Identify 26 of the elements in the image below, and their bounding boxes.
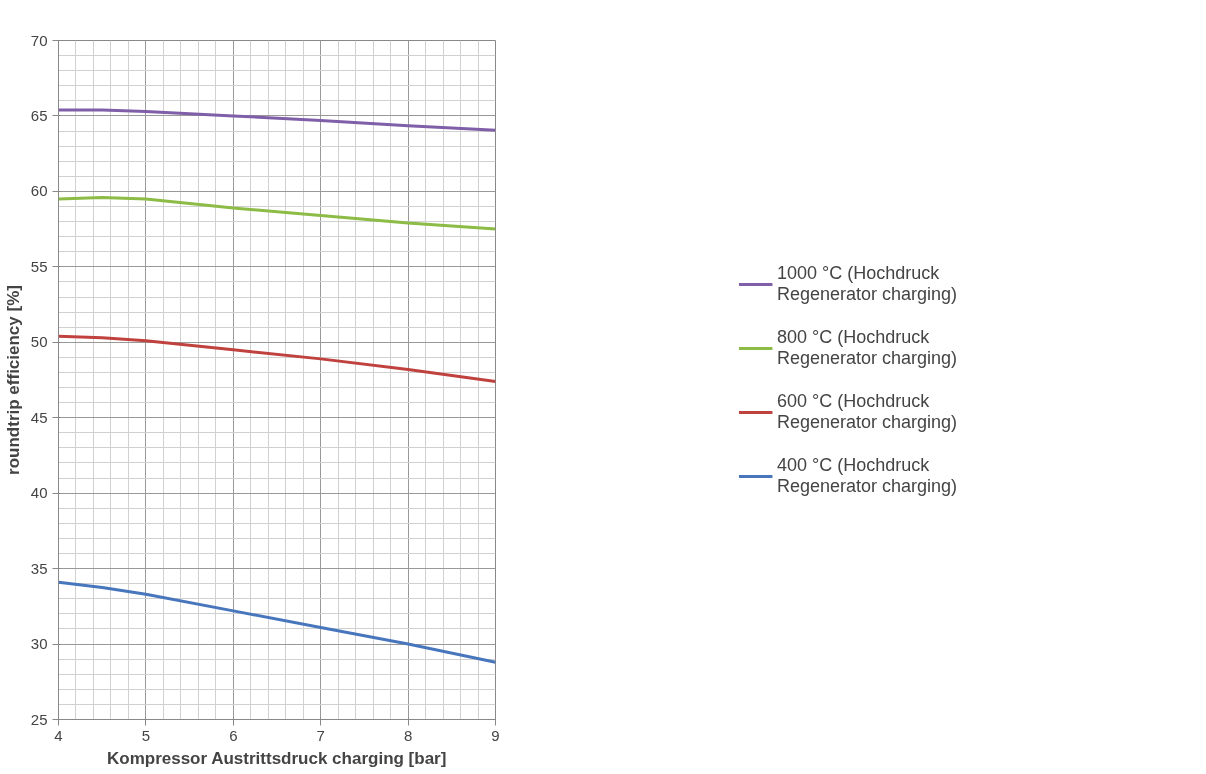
x-axis-title: Kompressor Austrittsdruck charging [bar] <box>106 748 447 768</box>
y-tick-label: 25 <box>30 710 48 728</box>
x-tick-label: 5 <box>141 726 151 744</box>
x-tick-label: 7 <box>316 726 325 744</box>
line-series <box>58 108 496 132</box>
y-tick-label: 40 <box>30 484 48 502</box>
legend-label: 600 °C (Hochdruck Regenerator charging) <box>776 390 958 433</box>
x-tick-label: 8 <box>403 726 413 744</box>
y-tick-label: 70 <box>30 31 48 49</box>
legend-label: 400 °C (Hochdruck Regenerator charging) <box>776 454 958 497</box>
y-tick-label: 65 <box>30 106 48 124</box>
line-series <box>58 580 496 664</box>
y-tick-label: 60 <box>30 182 48 200</box>
x-tick-label: 4 <box>54 726 63 744</box>
y-tick-label: 30 <box>30 635 48 653</box>
y-tick-label: 35 <box>30 559 48 577</box>
x-tick-label: 9 <box>491 726 500 744</box>
line-series <box>58 195 496 231</box>
y-axis-title: roundtrip efficiency [%] <box>3 285 23 475</box>
line-series <box>58 334 496 384</box>
x-tick-label: 6 <box>229 726 238 744</box>
y-tick-label: 55 <box>30 257 48 275</box>
legend-label: 1000 °C (Hochdruck Regenerator charging) <box>776 262 958 305</box>
y-tick-label: 50 <box>30 333 48 351</box>
y-tick-label: 45 <box>30 408 48 426</box>
legend-label: 800 °C (Hochdruck Regenerator charging) <box>776 326 958 369</box>
